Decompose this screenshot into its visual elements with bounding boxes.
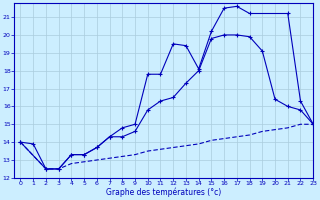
X-axis label: Graphe des températures (°c): Graphe des températures (°c) — [106, 188, 221, 197]
